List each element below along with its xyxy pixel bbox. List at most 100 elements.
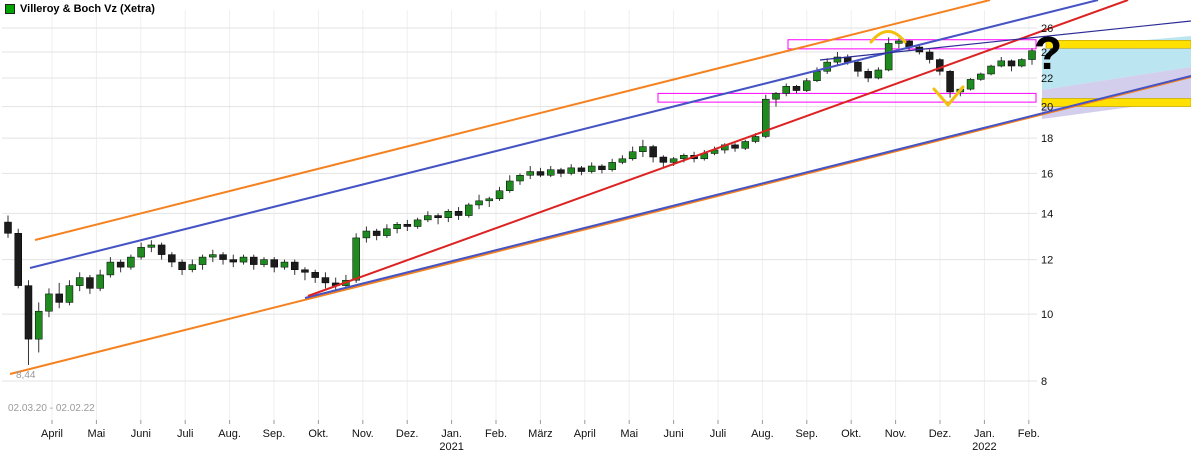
candle-body (618, 158, 627, 163)
arrow-annotations (869, 30, 965, 107)
orange-channel-lower[interactable] (9, 76, 1191, 375)
candle-body (628, 151, 637, 160)
x-axis-month-label: Sep. (263, 428, 286, 440)
x-axis-month-label: Jan. (441, 428, 462, 440)
candle-body (874, 69, 883, 79)
candle-body (352, 237, 360, 281)
candle-body (362, 230, 371, 239)
target-band-lower[interactable] (1041, 98, 1191, 107)
candle-body (127, 256, 135, 268)
candle-body (608, 162, 616, 170)
candle-body (65, 285, 74, 303)
candle-body (168, 254, 176, 263)
x-axis-month-label: Aug. (751, 428, 774, 440)
candle-body (465, 204, 473, 216)
candle-body (209, 254, 217, 258)
candle-body (372, 230, 381, 236)
question-mark-annotation[interactable]: ? (1034, 27, 1062, 79)
x-axis-month-label: Mai (620, 428, 638, 440)
candle-body (659, 156, 668, 163)
candle-body (649, 146, 657, 158)
x-axis-month-label: Juli (710, 428, 727, 440)
candle-body (997, 60, 1006, 67)
candle-body (188, 264, 197, 270)
candle-body (24, 285, 33, 340)
candle-body (147, 244, 156, 248)
red-trend-line[interactable] (307, 0, 1129, 297)
projection-zone-cyan[interactable] (1042, 36, 1191, 90)
candle-body (925, 51, 934, 60)
candle-body (639, 146, 647, 152)
low-price-label: 8,44 (16, 370, 36, 381)
chart-title: Villeroy & Boch Vz (Xetra) (20, 3, 155, 15)
candle-body (55, 293, 63, 303)
candle-body (229, 259, 238, 263)
x-axis-month-label: Juni (664, 428, 684, 440)
candle-body (792, 86, 801, 91)
candle-body (475, 200, 483, 206)
candle-body (495, 190, 504, 200)
candle-body (598, 165, 606, 170)
candle-body (680, 154, 688, 160)
candle-body (1028, 50, 1036, 60)
vertical-gridlines (51, 10, 1030, 420)
candle-body (239, 256, 248, 263)
target-band-upper[interactable] (1045, 40, 1191, 49)
peak-arc-arrow[interactable] (869, 30, 907, 44)
candle-body (833, 56, 842, 63)
y-axis-tick-label: 18 (1041, 133, 1053, 145)
candle-body (772, 93, 780, 100)
candle-body (577, 167, 586, 172)
y-axis-tick-label: 20 (1041, 102, 1053, 114)
orange-channel-upper[interactable] (34, 0, 991, 241)
y-axis-tick-label: 22 (1041, 73, 1053, 85)
candle-body (854, 61, 862, 72)
x-axis-year-label: 2022 (972, 441, 996, 453)
candle-body (526, 171, 534, 176)
navy-thin-line[interactable] (819, 20, 1191, 61)
candle-body (157, 244, 166, 255)
candle-body (260, 259, 268, 265)
candle-body (813, 71, 821, 82)
candle-body (741, 141, 750, 149)
x-axis-month-label: Aug. (218, 428, 241, 440)
blue-channel-lower[interactable] (304, 75, 1191, 299)
candle-body (762, 98, 770, 137)
x-axis-month-label: Nov. (352, 428, 374, 440)
series-legend-square-icon (5, 4, 15, 14)
candle-body (393, 224, 401, 230)
candle-body (567, 167, 575, 174)
candle-body (966, 79, 975, 90)
candle-body (321, 277, 330, 284)
resistance-box-upper[interactable] (787, 39, 1037, 50)
candle-body (413, 219, 422, 227)
candle-body (301, 269, 309, 273)
x-axis-month-label: Feb. (1018, 428, 1040, 440)
candle-body (434, 215, 442, 218)
x-axis-year-label: 2021 (439, 441, 463, 453)
x-axis-month-label: Juli (177, 428, 194, 440)
candle-body (516, 175, 524, 182)
y-axis-tick-label: 16 (1041, 168, 1053, 180)
y-axis-tick-label: 26 (1041, 23, 1053, 35)
candles-layer (4, 37, 1036, 365)
target-bands (1041, 40, 1191, 107)
candle-body (977, 73, 985, 80)
date-range-label: 02.03.20 - 02.02.22 (8, 403, 95, 414)
blue-channel-upper[interactable] (29, 0, 1099, 269)
candle-body (884, 43, 893, 71)
candle-body (864, 71, 872, 79)
candle-body (946, 71, 954, 93)
candle-body (137, 247, 145, 258)
candle-body (14, 233, 22, 286)
candle-body (106, 261, 115, 276)
x-axis-month-label: Jan. (974, 428, 995, 440)
dip-check-arrow[interactable] (932, 85, 965, 107)
candle-body (546, 169, 555, 176)
candle-body (669, 158, 678, 163)
candle-body (731, 144, 739, 149)
x-axis-month-label: Nov. (885, 428, 907, 440)
x-axis-month-label: Sep. (795, 428, 818, 440)
